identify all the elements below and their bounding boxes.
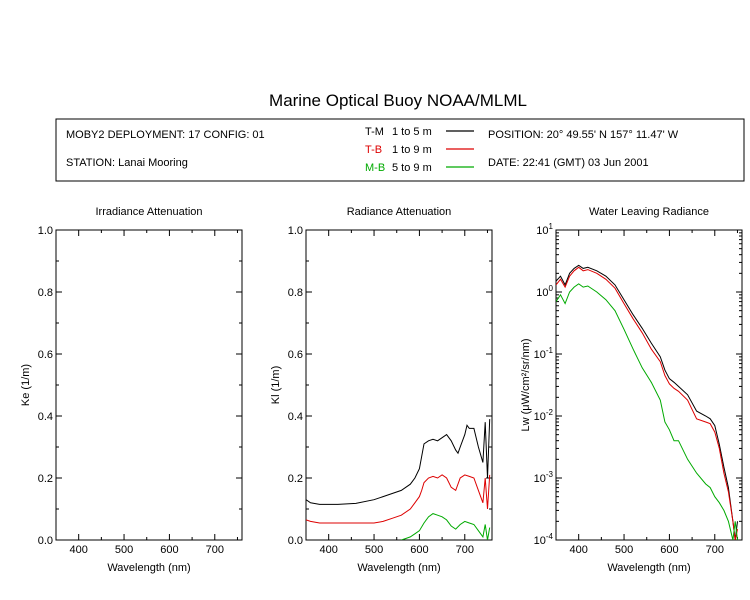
chart-title: Radiance Attenuation bbox=[347, 206, 452, 218]
series-line-t-b bbox=[306, 474, 491, 524]
station-text: STATION: Lanai Mooring bbox=[66, 157, 188, 169]
x-axis-label: Wavelength (nm) bbox=[607, 562, 690, 574]
legend-range-m-b: 5 to 9 m bbox=[392, 162, 432, 174]
y-tick-label: 0.0 bbox=[288, 535, 303, 547]
y-tick-label: 100 bbox=[536, 284, 553, 299]
y-tick-label: 0.8 bbox=[288, 287, 303, 299]
x-tick-label: 700 bbox=[206, 544, 224, 556]
chart-panel-1: Irradiance Attenuation 400 500 600 700 Wavele… bbox=[20, 206, 243, 574]
x-axis-label: Wavelength (nm) bbox=[107, 562, 190, 574]
position-text: POSITION: 20° 49.55' N 157° 11.47' W bbox=[488, 129, 679, 141]
y-axis-label: Kl (1/m) bbox=[270, 366, 282, 405]
x-tick-label: 700 bbox=[706, 544, 724, 556]
y-tick-label: 0.2 bbox=[38, 473, 53, 485]
y-tick-label: 0.6 bbox=[38, 349, 53, 361]
x-tick-label: 600 bbox=[410, 544, 428, 556]
series-line-t-m bbox=[306, 419, 491, 505]
y-tick-label: 1.0 bbox=[38, 225, 53, 237]
y-tick-label: 0.8 bbox=[38, 287, 53, 299]
series-line-m-b bbox=[401, 513, 491, 540]
series-line-m-b bbox=[556, 283, 738, 540]
legend-code-m-b: M-B bbox=[365, 162, 385, 174]
x-tick-label: 500 bbox=[115, 544, 133, 556]
y-axis-label: Lw (μW/cm²/sr/nm) bbox=[520, 338, 532, 431]
chart-title: Irradiance Attenuation bbox=[95, 206, 202, 218]
x-tick-label: 500 bbox=[615, 544, 633, 556]
x-tick-label: 400 bbox=[570, 544, 588, 556]
series-line-t-b bbox=[556, 266, 738, 540]
x-tick-label: 600 bbox=[660, 544, 678, 556]
main-title: Marine Optical Buoy NOAA/MLML bbox=[269, 91, 527, 110]
plot-frame bbox=[55, 229, 243, 541]
y-tick-label: 0.4 bbox=[38, 411, 53, 423]
y-tick-label: 10-3 bbox=[534, 470, 554, 485]
chart-panels: Irradiance Attenuation 400 500 600 700 Wavele… bbox=[20, 206, 743, 574]
deployment-text: MOBY2 DEPLOYMENT: 17 CONFIG: 01 bbox=[66, 129, 265, 141]
plot-frame bbox=[305, 229, 493, 541]
x-tick-label: 700 bbox=[456, 544, 474, 556]
y-tick-label: 101 bbox=[536, 222, 553, 237]
info-box bbox=[55, 118, 745, 182]
y-tick-label: 1.0 bbox=[288, 225, 303, 237]
x-tick-label: 400 bbox=[70, 544, 88, 556]
chart-panel-3: Water Leaving Radiance 400 500 600 700 Wavele… bbox=[520, 206, 743, 574]
y-tick-label: 0.0 bbox=[38, 535, 53, 547]
y-tick-label: 10-2 bbox=[534, 408, 554, 423]
y-axis-label: Ke (1/m) bbox=[20, 364, 32, 406]
legend-range-t-b: 1 to 9 m bbox=[392, 144, 432, 156]
y-tick-label: 0.2 bbox=[288, 473, 303, 485]
x-axis-label: Wavelength (nm) bbox=[357, 562, 440, 574]
x-tick-label: 600 bbox=[160, 544, 178, 556]
y-tick-label: 10-1 bbox=[534, 346, 554, 361]
plot-frame bbox=[555, 229, 743, 541]
legend-code-t-m: T-M bbox=[365, 126, 384, 138]
date-text: DATE: 22:41 (GMT) 03 Jun 2001 bbox=[488, 157, 649, 169]
y-tick-label: 0.4 bbox=[288, 411, 303, 423]
x-tick-label: 400 bbox=[320, 544, 338, 556]
legend: T-M 1 to 5 m T-B 1 to 9 m M-B 5 to 9 m bbox=[365, 126, 474, 174]
y-tick-label: 10-4 bbox=[534, 532, 554, 547]
chart-panel-2: Radiance Attenuation 400 500 600 700 Waveleng… bbox=[270, 206, 493, 574]
legend-code-t-b: T-B bbox=[365, 144, 382, 156]
legend-range-t-m: 1 to 5 m bbox=[392, 126, 432, 138]
series-line-t-m bbox=[556, 264, 738, 540]
chart-title: Water Leaving Radiance bbox=[589, 206, 709, 218]
y-tick-label: 0.6 bbox=[288, 349, 303, 361]
x-tick-label: 500 bbox=[365, 544, 383, 556]
